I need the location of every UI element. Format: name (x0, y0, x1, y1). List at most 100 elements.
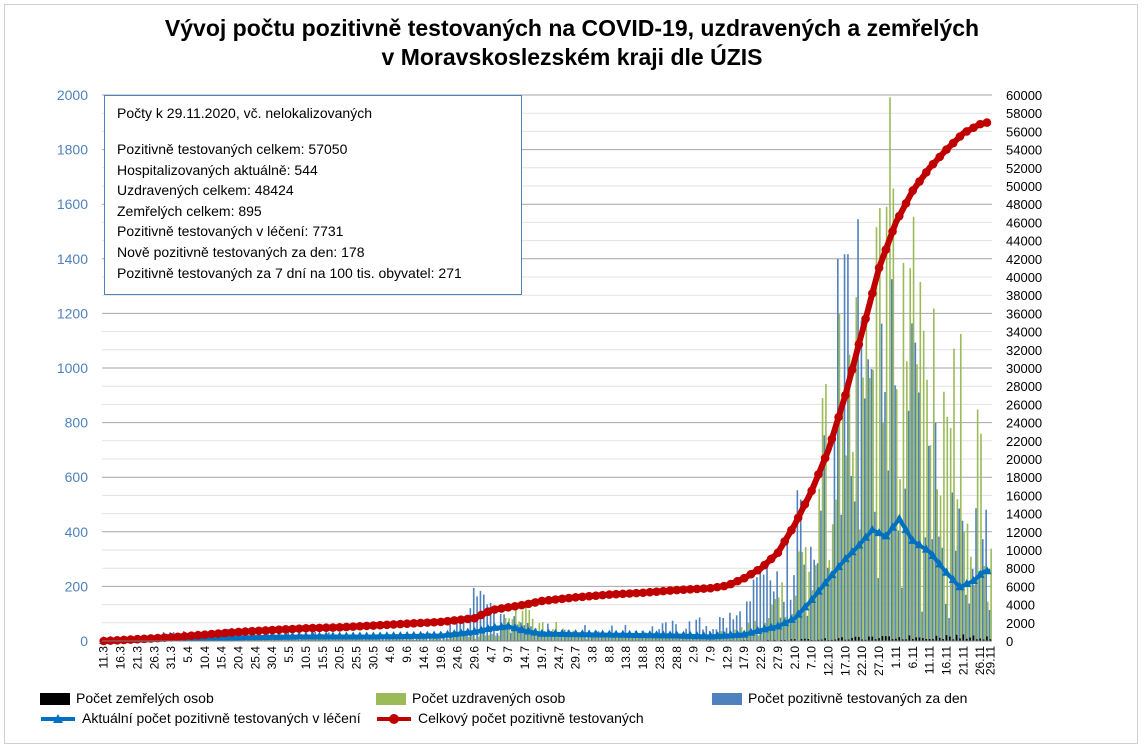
bar-positive_daily (486, 604, 489, 641)
bar-positive_daily (735, 615, 738, 641)
y-right-tick-label: 60000 (1006, 88, 1042, 103)
bar-positive_daily (874, 511, 876, 641)
point-active (308, 631, 318, 640)
point-cumulative (517, 600, 527, 610)
point-cumulative (854, 340, 864, 349)
bar-deaths (922, 638, 924, 641)
point-active (793, 609, 803, 618)
bar-deaths (834, 639, 837, 641)
bar-positive_daily (776, 571, 778, 641)
bar-positive_daily (843, 254, 846, 641)
bar-recovered (845, 455, 847, 641)
bar-positive_daily (425, 636, 428, 641)
bar-positive_daily (847, 254, 849, 642)
bar-deaths (854, 636, 857, 641)
point-active (968, 575, 978, 584)
bar-recovered (295, 638, 298, 641)
point-active (416, 630, 426, 639)
y-right-tick-label: 14000 (1006, 507, 1042, 522)
bar-recovered (434, 637, 436, 641)
y-right-tick-label: 10000 (1006, 543, 1042, 558)
point-active (240, 632, 250, 641)
bar-recovered (461, 636, 463, 641)
point-cumulative (733, 576, 742, 586)
bar-recovered (332, 638, 335, 641)
point-active (314, 631, 324, 640)
point-cumulative (308, 623, 318, 633)
point-active (503, 621, 513, 630)
bar-recovered (882, 422, 885, 641)
bar-deaths (969, 637, 971, 641)
bar-positive_daily (496, 633, 499, 641)
bar-recovered (353, 639, 355, 641)
point-active (335, 631, 345, 640)
bar-recovered (784, 616, 787, 641)
bar-positive_daily (965, 594, 967, 641)
bar-deaths (837, 638, 840, 641)
x-tick-label: 15.5 (316, 646, 330, 670)
bar-recovered (265, 639, 268, 641)
bar-positive_daily (863, 398, 866, 641)
bar-positive_daily (904, 488, 907, 641)
bar-positive_daily (857, 219, 859, 641)
bar-recovered (450, 636, 453, 641)
bar-recovered (299, 639, 301, 641)
x-tick-label: 22.10 (855, 646, 869, 676)
bar-positive_daily (621, 635, 623, 641)
bar-positive_daily (540, 635, 542, 641)
bar-recovered (771, 604, 773, 641)
bar-recovered (990, 548, 992, 641)
bar-deaths (982, 639, 985, 641)
point-active (429, 630, 439, 639)
chart-title-line-1: Vývoj počtu pozitivně testovaných na COV… (164, 15, 980, 41)
y-right-tick-label: 28000 (1006, 379, 1042, 394)
bar-recovered (457, 634, 460, 641)
bar-positive_daily (523, 625, 526, 641)
bar-recovered (390, 638, 392, 641)
bar-positive_daily (978, 571, 981, 641)
info-line-incidence-7d: Pozitivně testovaných za 7 dní na 100 ti… (117, 264, 462, 281)
x-tick-label: 28.8 (670, 646, 684, 670)
bar-recovered (410, 638, 413, 641)
point-cumulative (901, 198, 911, 208)
bar-positive_daily (766, 566, 768, 641)
point-active (645, 630, 655, 639)
y-left-ticks: 0 200 400 600 800 1000 1200 1400 1600 1800 2000 (57, 87, 88, 649)
bar-positive_daily (560, 637, 563, 641)
bar-recovered (289, 638, 291, 641)
bar-deaths (885, 636, 887, 641)
y-right-tick-label: 56000 (1006, 124, 1042, 139)
x-tick-label: 15.4 (215, 646, 229, 670)
point-active (247, 632, 257, 641)
bar-positive_daily (348, 639, 350, 641)
point-cumulative (342, 622, 351, 632)
point-active (941, 567, 951, 576)
point-active (523, 626, 533, 635)
point-active (982, 566, 992, 575)
point-cumulative (240, 627, 250, 636)
x-tick-label: 22.9 (754, 646, 768, 670)
point-active (281, 631, 291, 640)
bar-positive_daily (533, 631, 536, 641)
bar-positive_daily (587, 636, 590, 641)
bar-positive_daily (931, 539, 934, 641)
point-cumulative (969, 123, 978, 133)
x-tick-label: 5.4 (181, 646, 195, 663)
x-tick-label: 18.8 (636, 646, 650, 670)
bar-deaths (864, 639, 867, 641)
x-tick-label: 14.6 (417, 646, 431, 670)
bar-recovered (285, 639, 288, 641)
bar-positive_daily (975, 508, 977, 641)
point-active (908, 535, 918, 544)
point-cumulative (254, 626, 264, 636)
bar-recovered (417, 638, 419, 641)
bar-positive_daily (803, 564, 805, 641)
point-active (867, 524, 877, 533)
bar-recovered (892, 188, 895, 641)
bar-positive_daily (317, 638, 320, 641)
point-active (658, 630, 668, 639)
bar-positive_daily (887, 470, 890, 641)
point-cumulative (166, 633, 176, 642)
bar-positive_daily (452, 633, 455, 641)
bar-recovered (373, 639, 375, 641)
